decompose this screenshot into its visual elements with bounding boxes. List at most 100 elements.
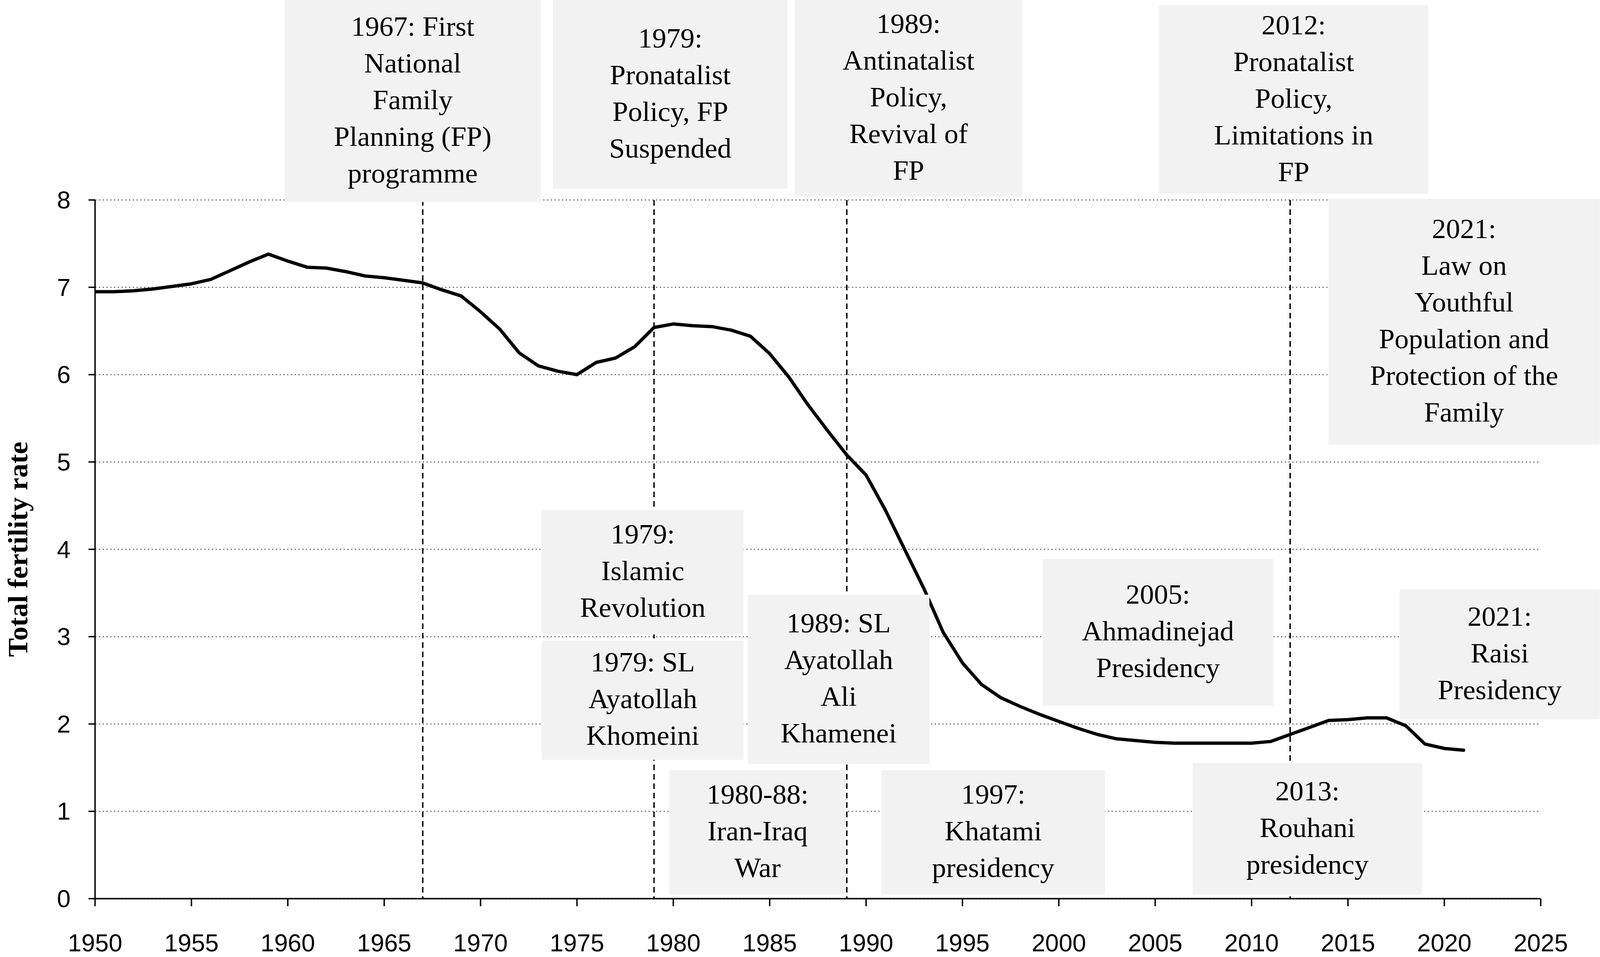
annotation-text: Revival of bbox=[849, 118, 968, 150]
grid-line bbox=[95, 286, 1541, 288]
annotation-text: Limitations in bbox=[1214, 119, 1374, 151]
annotation-text: Pronatalist bbox=[1233, 46, 1355, 78]
annotation-text: Presidency bbox=[1437, 674, 1562, 706]
annotation: 2013:Rouhanipresidency bbox=[1192, 763, 1423, 896]
annotation-text: Khomeini bbox=[586, 720, 700, 752]
x-tick bbox=[480, 898, 482, 907]
y-tick bbox=[88, 286, 96, 288]
y-tick bbox=[88, 199, 96, 201]
x-tick-label: 2020 bbox=[1416, 929, 1472, 957]
annotation-box bbox=[541, 640, 744, 761]
annotation-text: 1979: SL bbox=[590, 646, 696, 678]
annotation-text: 1980-88: bbox=[706, 778, 809, 810]
annotation-text: FP bbox=[892, 154, 925, 186]
annotation-text: programme bbox=[347, 157, 479, 189]
x-tick-label: 2000 bbox=[1031, 929, 1087, 957]
y-tick-label: 0 bbox=[56, 885, 71, 913]
plot-area bbox=[95, 200, 1464, 899]
y-tick bbox=[88, 374, 96, 376]
y-tick bbox=[88, 548, 96, 551]
x-tick-label: 2010 bbox=[1224, 929, 1280, 957]
annotation: 1967: FirstNationalFamilyPlanning (FP)pr… bbox=[284, 0, 541, 202]
annotation-text: presidency bbox=[1246, 848, 1369, 880]
annotation-text: 1979: bbox=[638, 22, 703, 54]
annotation: 2005:AhmadinejadPresidency bbox=[1042, 559, 1274, 706]
x-tick bbox=[576, 898, 578, 907]
y-tick-label: 2 bbox=[56, 710, 71, 738]
x-tick-label: 1960 bbox=[260, 929, 316, 957]
annotation-text: Khamenei bbox=[780, 717, 897, 749]
x-tick bbox=[1058, 898, 1060, 907]
annotation-text: 2021: bbox=[1432, 213, 1497, 245]
x-tick-label: 2015 bbox=[1320, 929, 1376, 957]
annotation-box bbox=[747, 594, 930, 765]
annotation-box bbox=[669, 770, 846, 895]
x-tick bbox=[190, 898, 192, 907]
y-tick-label: 5 bbox=[56, 448, 71, 476]
grid-line bbox=[95, 548, 1541, 551]
annotation: 1979:IslamicRevolution bbox=[541, 510, 744, 635]
y-tick-label: 3 bbox=[56, 623, 71, 651]
annotation-box bbox=[1159, 5, 1429, 194]
annotation-box bbox=[284, 0, 541, 202]
annotation-text: Planning (FP) bbox=[333, 120, 492, 152]
annotation-text: Policy, bbox=[869, 81, 947, 113]
annotation-text: National bbox=[364, 47, 462, 79]
y-tick bbox=[88, 723, 96, 725]
y-tick-label: 7 bbox=[56, 273, 71, 302]
y-tick bbox=[88, 810, 96, 813]
chart: 0123456781950195519601965197019751980198… bbox=[0, 0, 1600, 957]
annotation-box bbox=[1192, 763, 1423, 896]
x-tick bbox=[287, 898, 289, 907]
annotation-text: Policy, bbox=[1255, 82, 1333, 114]
grid-line bbox=[95, 461, 1541, 464]
annotation-text: Rouhani bbox=[1259, 812, 1356, 844]
annotation-text: Revolution bbox=[580, 592, 706, 624]
y-tick-label: 6 bbox=[56, 360, 71, 389]
annotation-text: Law on bbox=[1421, 249, 1507, 281]
annotation-text: Presidency bbox=[1096, 652, 1220, 684]
y-axis-label: Total fertility rate bbox=[2, 441, 34, 658]
x-tick bbox=[1154, 898, 1156, 907]
event-line bbox=[846, 200, 848, 899]
annotation: 1989: SL Ayatollah Ali Khamenei bbox=[747, 594, 930, 765]
annotation-box bbox=[552, 0, 788, 189]
annotation-text: Antinatalist bbox=[842, 44, 975, 76]
annotation-text: 1989: SL bbox=[786, 607, 891, 639]
annotation-text: Islamic bbox=[601, 555, 685, 587]
annotation-text: Population and bbox=[1378, 323, 1550, 355]
x-tick bbox=[1347, 898, 1349, 907]
annotation-text: presidency bbox=[932, 852, 1055, 884]
x-tick bbox=[672, 898, 674, 907]
x-tick bbox=[768, 898, 771, 907]
x-tick bbox=[94, 898, 96, 907]
annotation: 2021:RaisiPresidency bbox=[1399, 589, 1600, 720]
x-tick bbox=[383, 898, 385, 907]
annotation: 1989:AntinatalistPolicy,Revival ofFP bbox=[794, 0, 1023, 197]
annotation-text: Family bbox=[372, 84, 453, 116]
x-tick-label: 1990 bbox=[839, 929, 894, 957]
annotation-text: 2012: bbox=[1261, 9, 1327, 41]
annotation-text: Ayatollah bbox=[784, 644, 894, 676]
annotation-text: Ali bbox=[820, 680, 857, 712]
x-tick-label: 1980 bbox=[646, 929, 701, 957]
y-tick-label: 1 bbox=[56, 797, 71, 825]
grid-line bbox=[95, 374, 1541, 376]
grid-line bbox=[95, 898, 1541, 900]
annotation: 1980-88:Iran-IraqWar bbox=[669, 770, 846, 895]
annotation-text: Khatami bbox=[944, 815, 1042, 847]
y-axis bbox=[94, 200, 96, 899]
annotation-text: Family bbox=[1424, 396, 1504, 428]
x-tick-label: 2025 bbox=[1513, 929, 1568, 957]
annotation-box bbox=[1328, 199, 1600, 445]
x-tick bbox=[1443, 898, 1446, 907]
x-tick-label: 1975 bbox=[549, 929, 605, 957]
y-tick-label: 8 bbox=[56, 186, 71, 214]
annotation-text: Protection of the bbox=[1369, 360, 1559, 392]
annotation-text: Raisi bbox=[1470, 637, 1529, 669]
x-axis bbox=[95, 898, 1541, 900]
y-tick bbox=[88, 461, 96, 463]
x-tick bbox=[1250, 898, 1253, 907]
annotation-box bbox=[541, 510, 744, 635]
annotation-box bbox=[881, 770, 1105, 895]
